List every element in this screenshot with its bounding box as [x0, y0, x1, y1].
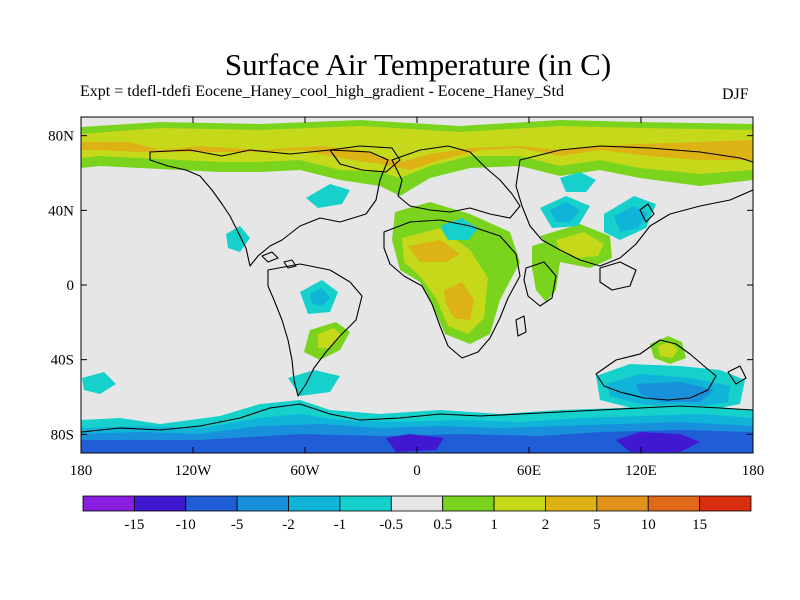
colorbar-swatch [390, 495, 444, 512]
pacific-blue-pocket [614, 206, 648, 232]
coastlines [81, 145, 753, 433]
south-pacific-cool-pocket [82, 372, 116, 394]
sahara-orange-patch [408, 240, 460, 262]
colorbar-label: -10 [176, 517, 196, 533]
south-america-yellow-region [318, 328, 342, 348]
north-america-coast [149, 149, 389, 267]
india-coast [523, 261, 557, 307]
lat-label: 0 [67, 278, 75, 294]
east-asia-blue-pocket [550, 202, 580, 222]
colorbar-swatch [545, 495, 598, 512]
asia-yellow-region [556, 232, 604, 258]
europe-coast [391, 145, 521, 219]
japan-coast [639, 203, 655, 223]
colorbar-swatch [236, 495, 289, 512]
season-label: DJF [722, 86, 749, 103]
colorbar-label: 5 [593, 517, 601, 533]
colorbar-swatch [699, 495, 752, 512]
colorbar-swatch [596, 495, 649, 512]
south-atlantic-cool-pocket [288, 370, 340, 396]
colorbar-label: -0.5 [379, 517, 403, 533]
axis-ticks [80, 117, 754, 453]
colorbar-label: 2 [542, 517, 550, 533]
antarctica-coast [81, 403, 753, 433]
colorbar-label: -1 [334, 517, 347, 533]
new-zealand-coast [727, 365, 747, 385]
colorbar-label: -5 [231, 517, 244, 533]
colorbar-label: 15 [692, 517, 707, 533]
temperature-field [81, 120, 753, 453]
lon-label: 120W [175, 463, 213, 479]
asia-coast [515, 145, 753, 267]
latitude-labels: 80N 40N 0 40S 80S [48, 129, 74, 444]
lon-label: 60E [517, 463, 541, 479]
antarctic-indigo-spot-east [616, 432, 700, 452]
lon-label: 120E [625, 463, 657, 479]
colorbar-label: 0.5 [433, 517, 452, 533]
australia-yellow-spot [658, 342, 678, 358]
lat-label: 80S [51, 427, 74, 443]
colorbar-swatch [288, 495, 341, 512]
lon-label: 180 [742, 463, 765, 479]
chart-title: Surface Air Temperature (in C) [224, 47, 612, 82]
arabia-warm-region [532, 240, 560, 302]
lon-label: 0 [413, 463, 421, 479]
arctic-yellow-band [81, 126, 753, 178]
caribbean-islands [261, 251, 297, 269]
antarctic-indigo-spot-west [386, 434, 444, 452]
colorbar-label: 10 [641, 517, 656, 533]
experiment-subtitle: Expt = tdefl-tdefi Eocene_Haney_cool_hig… [80, 83, 564, 100]
colorbar-swatch [339, 495, 392, 512]
greenland-coast [329, 145, 401, 173]
colorbar-swatch [442, 495, 495, 512]
colorbar-label: -2 [282, 517, 295, 533]
atlantic-blue-pocket [310, 288, 330, 306]
madagascar-coast [515, 315, 527, 337]
south-america-coast [267, 263, 363, 397]
central-africa-orange-patch [444, 282, 474, 320]
lon-label: 180 [70, 463, 93, 479]
colorbar-swatch [133, 495, 187, 512]
colorbar-label: -15 [124, 517, 144, 533]
colorbar-label: 1 [490, 517, 498, 533]
australia-coast [595, 339, 717, 401]
lat-label: 80N [48, 129, 74, 145]
north-america-east-cool-pocket [440, 218, 478, 240]
west-pacific-cool-pocket [226, 226, 250, 252]
southern-ocean-deep-blue-band [636, 382, 714, 402]
southeast-asia-coast [599, 261, 637, 291]
north-america-cool-pocket [306, 184, 350, 208]
lon-label: 60W [290, 463, 320, 479]
africa-coast [383, 219, 521, 359]
colorbar-swatch [185, 495, 238, 512]
siberia-cool-pocket [560, 172, 596, 192]
colorbar-labels: -15 -10 -5 -2 -1 -0.5 0.5 1 2 5 10 15 [124, 517, 707, 533]
longitude-labels: 180 120W 60W 0 60E 120E 180 [70, 463, 765, 479]
colorbar-swatch [82, 495, 135, 512]
colorbar-swatch [647, 495, 701, 512]
colorbar [82, 495, 752, 512]
lat-label: 40N [48, 203, 74, 219]
colorbar-swatch [493, 495, 546, 512]
lat-label: 40S [51, 353, 74, 369]
